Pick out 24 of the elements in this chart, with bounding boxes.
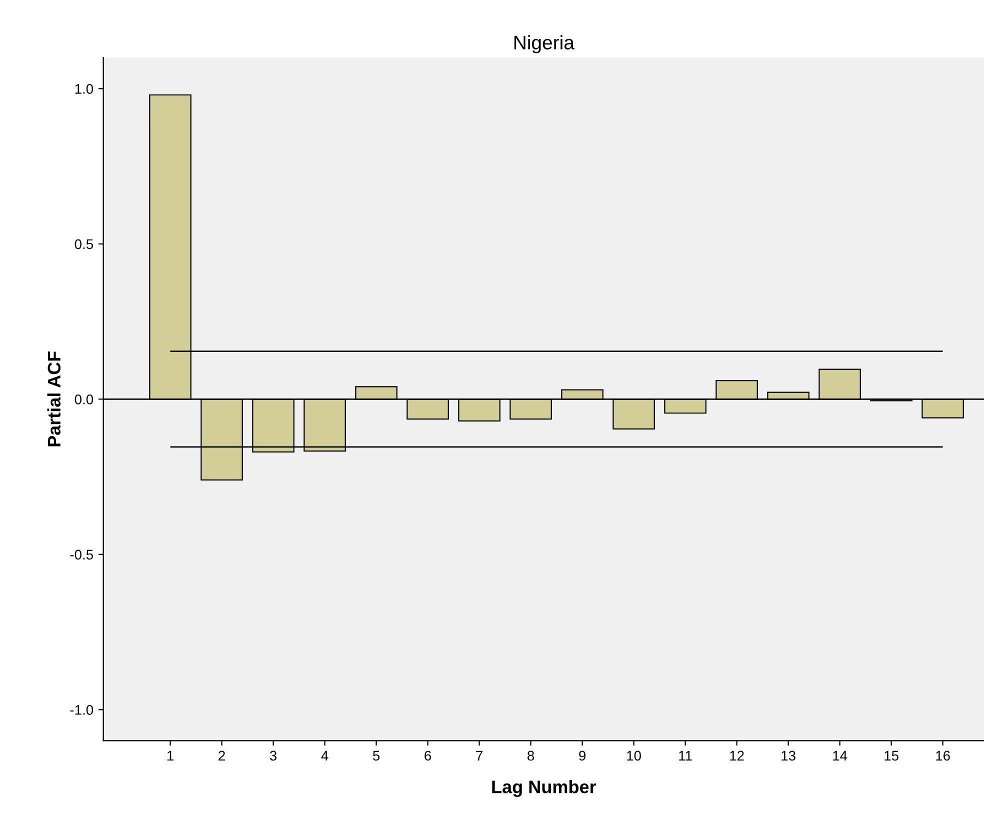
x-tick-label: 7	[476, 750, 482, 760]
x-tick-label: 4	[321, 750, 328, 760]
y-tick-label: 0.5	[74, 239, 94, 250]
x-axis-title: Lag Number	[492, 780, 596, 797]
x-tick-label: 6	[424, 750, 432, 761]
x-tick-label: 1	[167, 750, 174, 760]
x-tick-label: 16	[936, 750, 950, 761]
x-tick-label: 11	[679, 750, 692, 760]
y-tick-label: -0.5	[70, 550, 94, 560]
x-tick-label: 8	[528, 750, 534, 761]
y-axis-title: Partial ACF	[47, 351, 61, 446]
x-tick-label: 14	[833, 750, 848, 760]
x-tick-label: 13	[782, 750, 796, 761]
x-tick-label: 5	[372, 750, 380, 761]
x-tick-label: 10	[627, 750, 641, 761]
y-tick-label: 0.0	[74, 394, 94, 404]
chart-title: Nigeria	[514, 35, 574, 54]
x-tick-label: 2	[218, 750, 225, 760]
x-tick-label: 12	[730, 750, 744, 760]
x-tick-label: 15	[884, 750, 898, 761]
y-tick-label: -1.0	[70, 704, 94, 715]
x-tick-label: 3	[270, 750, 277, 761]
y-tick-label: 1.0	[75, 84, 94, 94]
x-tick-label: 9	[579, 750, 586, 761]
